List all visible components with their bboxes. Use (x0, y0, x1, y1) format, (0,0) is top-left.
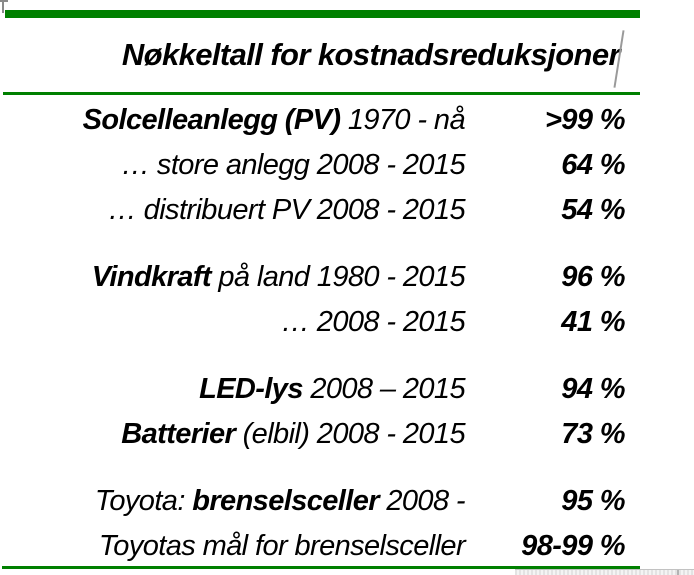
row-value: 98-99 % (521, 530, 625, 562)
row-value: 54 % (561, 194, 625, 226)
row-label-part: brenselsceller (192, 485, 379, 517)
table-row: Toyota: brenselsceller 2008 - 95 % (0, 479, 626, 524)
row-label: … 2008 - 2015 (0, 306, 466, 339)
header-divider (3, 92, 640, 95)
row-label-part: … 2008 - 2015 (280, 306, 466, 338)
row-label-part: … store anlegg 2008 - 2015 (121, 149, 466, 181)
horizontal-scrollbar[interactable] (515, 569, 694, 575)
row-label-part: 2008 – 2015 (302, 373, 465, 405)
selection-handle-icon (2, 0, 4, 13)
row-label: Toyota: brenselsceller 2008 - (0, 485, 466, 518)
table-row: Vindkraft på land 1980 - 2015 96 % (0, 255, 626, 300)
page-title: Nøkkeltall for kostnadsreduksjoner (121, 37, 621, 72)
table-row: … distribuert PV 2008 - 2015 54 % (0, 188, 626, 233)
table-row: Solcelleanlegg (PV) 1970 - nå >99 % (0, 98, 626, 143)
title-row: Nøkkeltall for kostnadsreduksjoner (0, 30, 621, 80)
row-label: … distribuert PV 2008 - 2015 (0, 194, 466, 227)
row-label-part: 2008 - (378, 485, 465, 517)
row-label-part: (elbil) 2008 - 2015 (235, 418, 466, 450)
row-label: Batterier (elbil) 2008 - 2015 (0, 418, 465, 451)
row-value: 64 % (561, 149, 625, 181)
row-value: 94 % (561, 373, 625, 405)
row-label-part: LED-lys (199, 373, 303, 405)
key-figures-table: Solcelleanlegg (PV) 1970 - nå >99 % … stor… (0, 98, 626, 569)
table-row: Batterier (elbil) 2008 - 2015 73 % (0, 412, 625, 457)
row-value: >99 % (544, 104, 626, 136)
row-value: 73 % (561, 418, 625, 450)
row-label-part: på land 1980 - 2015 (210, 261, 465, 293)
table-row: … 2008 - 2015 41 % (0, 300, 626, 345)
row-label-part: Solcelleanlegg (PV) (82, 104, 341, 136)
row-label: Solcelleanlegg (PV) 1970 - nå (0, 104, 466, 137)
row-label-part: Vindkraft (91, 261, 212, 293)
bottom-divider (2, 566, 640, 569)
table-row: LED-lys 2008 – 2015 94 % (0, 367, 626, 412)
row-label-part: 1970 - nå (340, 104, 466, 136)
row-label-part: … distribuert PV 2008 - 2015 (107, 194, 466, 226)
row-label: LED-lys 2008 – 2015 (0, 373, 466, 406)
selection-handle-icon (0, 0, 8, 2)
row-value: 41 % (561, 306, 625, 338)
row-label: … store anlegg 2008 - 2015 (0, 149, 466, 182)
row-label-part: Toyota: (94, 485, 193, 517)
row-label-part: Toyotas mål for brenselsceller (98, 530, 466, 562)
table-row: … store anlegg 2008 - 2015 64 % (0, 143, 626, 188)
row-label: Vindkraft på land 1980 - 2015 (0, 261, 466, 294)
table-row: Toyotas mål for brenselsceller 98-99 % (0, 524, 626, 569)
row-label: Toyotas mål for brenselsceller (0, 530, 466, 563)
row-label-part: Batterier (121, 418, 236, 450)
top-accent-bar (5, 10, 640, 18)
row-value: 95 % (561, 485, 625, 517)
scrollbar-thumb-edge-icon (677, 570, 679, 575)
row-value: 96 % (561, 261, 625, 293)
